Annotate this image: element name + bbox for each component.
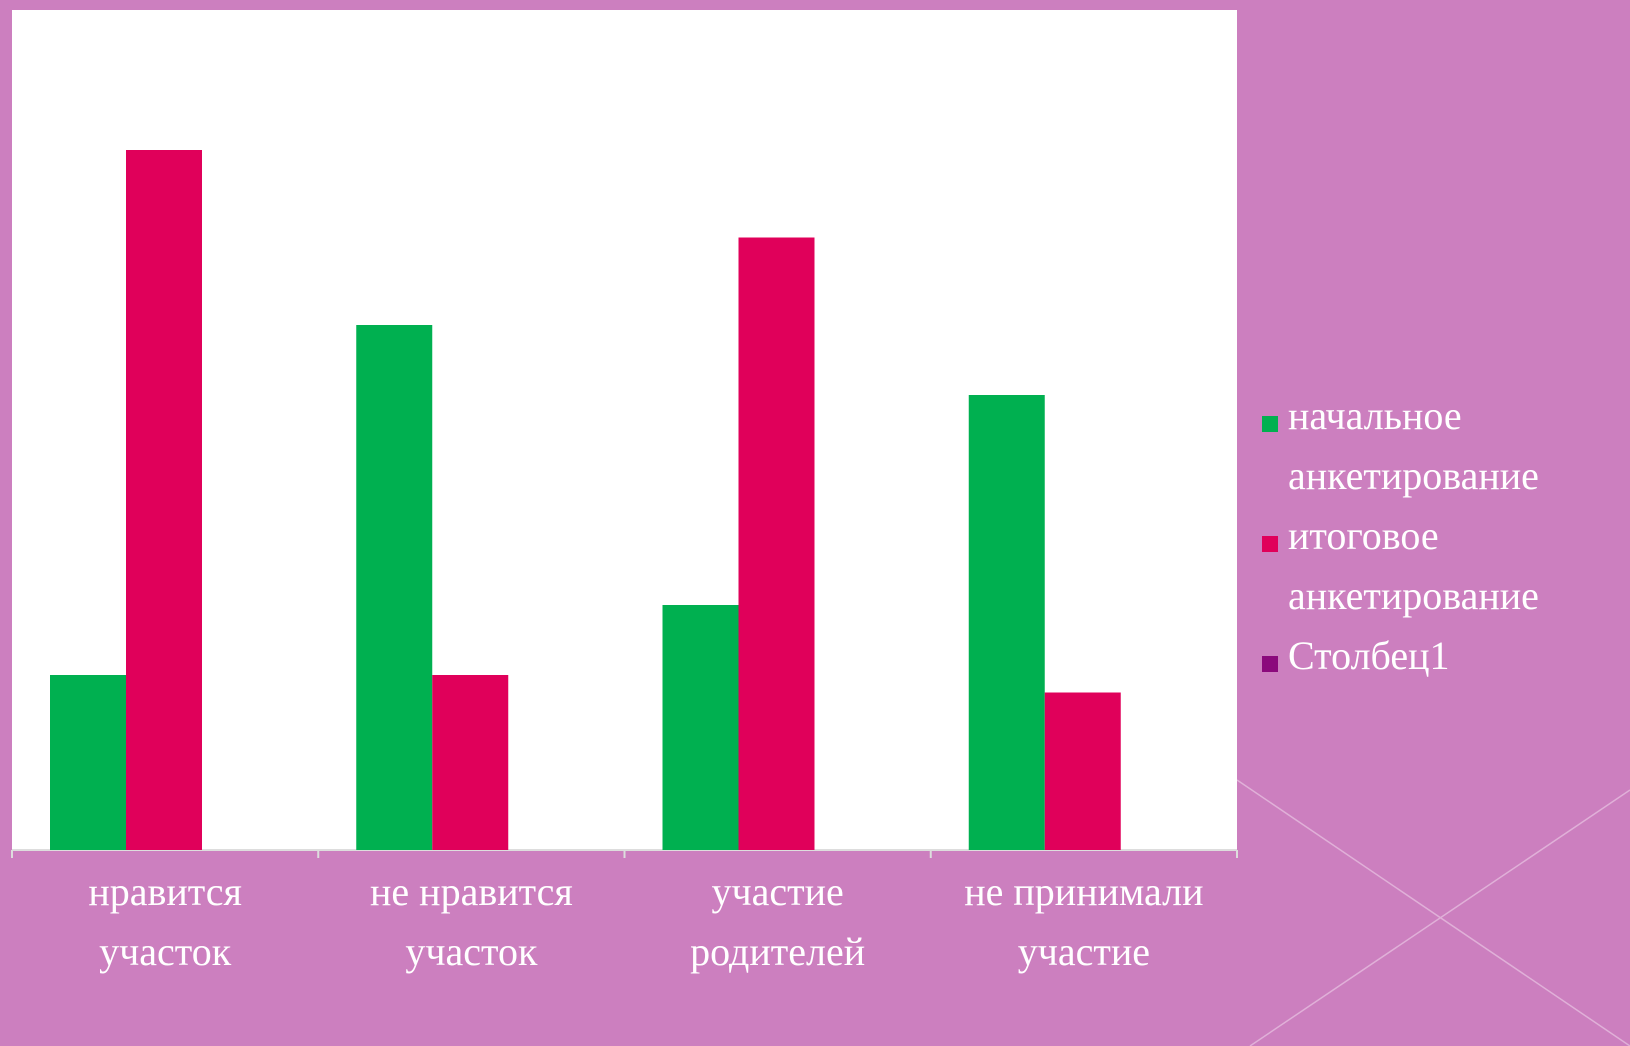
legend-swatch <box>1262 416 1278 432</box>
bar <box>1044 692 1121 850</box>
x-tick-label: не принимали участие <box>964 869 1204 974</box>
bar <box>738 237 815 850</box>
decor-line <box>1236 779 1630 1046</box>
legend-label: итоговое анкетирование <box>1288 513 1539 618</box>
legend: начальное анкетирование итоговое анкетиро… <box>1262 386 1630 686</box>
legend-item: Столбец1 <box>1262 626 1630 686</box>
legend-label: Столбец1 <box>1288 633 1450 678</box>
decor-line <box>1249 789 1630 1046</box>
x-tick-label: не нравится участок <box>370 869 573 974</box>
bar <box>356 325 433 850</box>
legend-item: начальное анкетирование <box>1262 386 1630 506</box>
bar <box>662 605 739 850</box>
x-tick-label: участие родителей <box>690 869 866 974</box>
bar <box>126 150 202 850</box>
bar <box>432 675 509 850</box>
bar <box>50 675 126 850</box>
legend-item: итоговое анкетирование <box>1262 506 1630 626</box>
bar <box>968 395 1045 850</box>
legend-swatch <box>1262 656 1278 672</box>
x-tick-label: нравится участок <box>88 869 242 974</box>
legend-label: начальное анкетирование <box>1288 393 1539 498</box>
legend-swatch <box>1262 536 1278 552</box>
